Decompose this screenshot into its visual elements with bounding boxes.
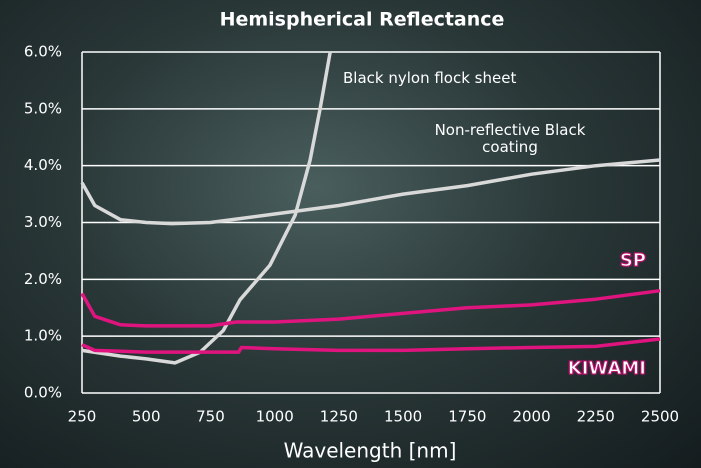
- y-tick-label: 5.0%: [24, 99, 62, 117]
- y-tick-label: 2.0%: [24, 270, 62, 288]
- series-label: SP: [619, 250, 646, 271]
- series-line: [81, 51, 332, 365]
- x-tick-label: 2250: [577, 408, 615, 426]
- series-label: Black nylon flock sheet: [343, 69, 517, 87]
- y-tick-label: 0.0%: [24, 384, 62, 402]
- x-axis-label: Wavelength [nm]: [284, 439, 457, 463]
- y-tick-label: 1.0%: [24, 327, 62, 345]
- x-tick-label: 1500: [384, 408, 422, 426]
- x-tick-label: 2000: [512, 408, 550, 426]
- y-tick-label: 6.0%: [24, 43, 62, 61]
- x-tick-label: 750: [196, 408, 225, 426]
- series-label: KIWAMI: [567, 358, 646, 379]
- series-line: [80, 158, 661, 226]
- y-tick-label: 4.0%: [24, 156, 62, 174]
- series-line: [81, 337, 661, 354]
- x-tick-label: 250: [68, 408, 97, 426]
- chart-title: Hemispherical Reflectance: [220, 9, 505, 31]
- x-tick-label: 1750: [448, 408, 486, 426]
- series-label: Non-reflective Black coating: [434, 121, 586, 156]
- y-tick-label: 3.0%: [24, 213, 62, 231]
- x-tick-label: 2500: [641, 408, 679, 426]
- x-tick-label: 1000: [256, 408, 294, 426]
- series-line: [80, 288, 661, 328]
- x-tick-label: 1250: [320, 408, 358, 426]
- x-tick-label: 500: [132, 408, 161, 426]
